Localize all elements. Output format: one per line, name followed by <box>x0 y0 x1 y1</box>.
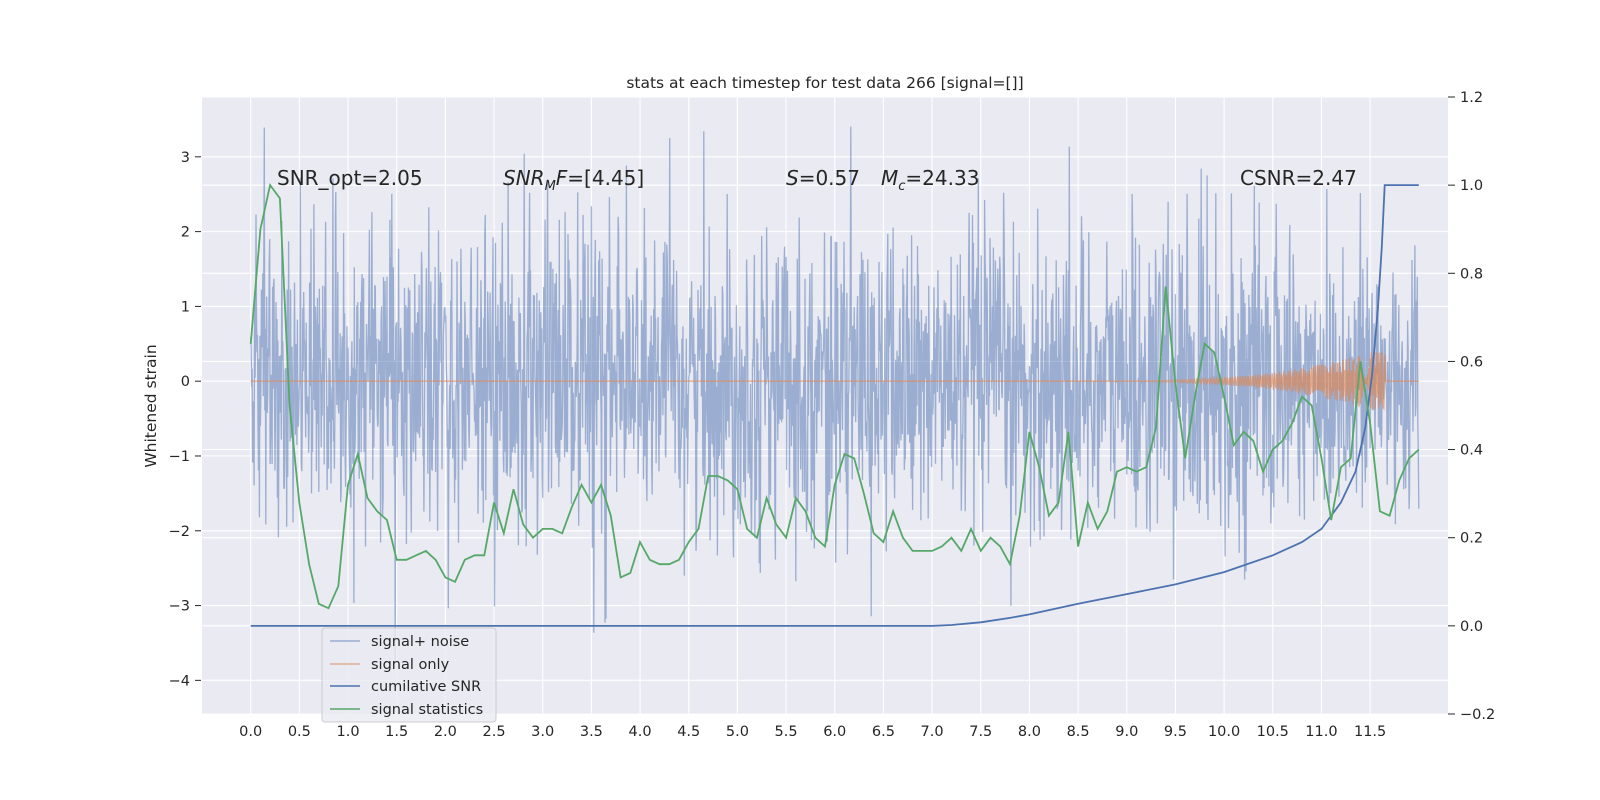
signal-statistics-series <box>249 182 1420 610</box>
x-tick-label: 3.0 <box>531 724 554 740</box>
x-tick-label: 7.0 <box>921 724 944 740</box>
x-tick-label: 7.5 <box>969 724 992 740</box>
annotation-mc-rest: =24.33 <box>905 166 979 190</box>
annotation-mc-sub: c <box>898 179 905 194</box>
y-tick-label: −1 <box>169 449 190 465</box>
y-tick-label: −3 <box>169 599 190 615</box>
annotation-s: S=0.57 <box>786 166 860 190</box>
legend-label-cumulative: cumilative SNR <box>371 679 481 695</box>
y2-tick-label: 0.4 <box>1460 443 1483 459</box>
y-tick-label: 0 <box>181 374 190 390</box>
x-tick-label: 2.0 <box>434 724 457 740</box>
legend-label-noise: signal+ noise <box>371 634 469 650</box>
y-tick-label: −4 <box>169 673 190 689</box>
y2-tick-label: −0.2 <box>1460 707 1495 723</box>
x-tick-label: 2.5 <box>483 724 506 740</box>
x-tick-label: 11.5 <box>1354 724 1386 740</box>
signal-noise-line <box>250 126 1420 664</box>
signal-statistics-line <box>249 182 1420 610</box>
x-tick-label: 10.5 <box>1257 724 1289 740</box>
x-tick-label: 8.5 <box>1067 724 1090 740</box>
x-tick-label: 0.0 <box>239 724 262 740</box>
y-tick-label: −2 <box>169 524 190 540</box>
signal-only-series <box>250 351 1419 411</box>
x-tick-label: 11.0 <box>1305 724 1337 740</box>
y-tick-label: 2 <box>181 225 190 241</box>
annotation-csnr: CSNR=2.47 <box>1240 166 1357 190</box>
y-tick-label: 3 <box>181 150 190 166</box>
x-tick-label: 3.5 <box>580 724 603 740</box>
y2-tick-label: 1.2 <box>1460 90 1483 106</box>
legend-box <box>321 627 497 723</box>
annotation-snr-mf-italic2: F <box>556 166 568 190</box>
x-tick-label: 0.5 <box>288 724 311 740</box>
y2-tick-label: 1.0 <box>1460 178 1483 194</box>
signal-noise-series <box>250 126 1420 664</box>
annotation-snr-mf-rest: =[4.45] <box>567 166 644 190</box>
x-tick-label: 8.0 <box>1018 724 1041 740</box>
y-axis-ticks: 3 2 1 0 −1 −2 −3 −4 <box>169 150 201 689</box>
annotation-s-italic: S <box>786 166 799 190</box>
legend: signal+ noise signal only cumilative SNR… <box>321 627 497 723</box>
y2-tick-label: 0.8 <box>1460 266 1483 282</box>
legend-label-signal: signal only <box>371 657 450 673</box>
y-tick-label: 1 <box>181 299 190 315</box>
annotation-snr-mf-sub: M <box>545 179 556 194</box>
x-tick-label: 6.0 <box>823 724 846 740</box>
legend-label-statistics: signal statistics <box>371 702 483 718</box>
y2-tick-label: 0.6 <box>1460 354 1483 370</box>
annotation-s-rest: =0.57 <box>799 166 860 190</box>
cumulative-snr-line <box>250 184 1419 627</box>
x-tick-label: 9.5 <box>1164 724 1187 740</box>
y-axis-label: Whitened strain <box>142 344 160 467</box>
x-tick-label: 6.5 <box>872 724 895 740</box>
annotation-mc: Mc=24.33 <box>881 166 979 194</box>
x-tick-label: 5.0 <box>726 724 749 740</box>
annotation-snr-mf: SNRMF=[4.45] <box>503 166 644 194</box>
cumulative-snr-series <box>250 184 1419 627</box>
x-tick-label: 1.0 <box>336 724 359 740</box>
annotation-snr-mf-italic: SNR <box>503 166 545 190</box>
y2-tick-label: 0.0 <box>1460 619 1483 635</box>
annotation-mc-italic: M <box>881 166 898 190</box>
y2-tick-label: 0.2 <box>1460 531 1483 547</box>
x-axis-ticks: 0.0 0.5 1.0 1.5 2.0 2.5 3.0 3.5 4.0 4.5 5.0 5.5 6.0 6… <box>239 724 1386 740</box>
x-tick-label: 4.0 <box>629 724 652 740</box>
x-tick-label: 4.5 <box>677 724 700 740</box>
signal-only-line <box>250 351 1419 411</box>
x-tick-label: 9.0 <box>1115 724 1138 740</box>
y2-axis-ticks: 1.2 1.0 0.8 0.6 0.4 0.2 0.0 −0.2 <box>1448 90 1495 723</box>
chart-title: stats at each timestep for test data 266… <box>626 74 1023 92</box>
x-tick-label: 1.5 <box>385 724 408 740</box>
annotation-snr-opt: SNR_opt=2.05 <box>277 166 423 190</box>
x-tick-label: 5.5 <box>775 724 798 740</box>
x-tick-label: 10.0 <box>1208 724 1240 740</box>
